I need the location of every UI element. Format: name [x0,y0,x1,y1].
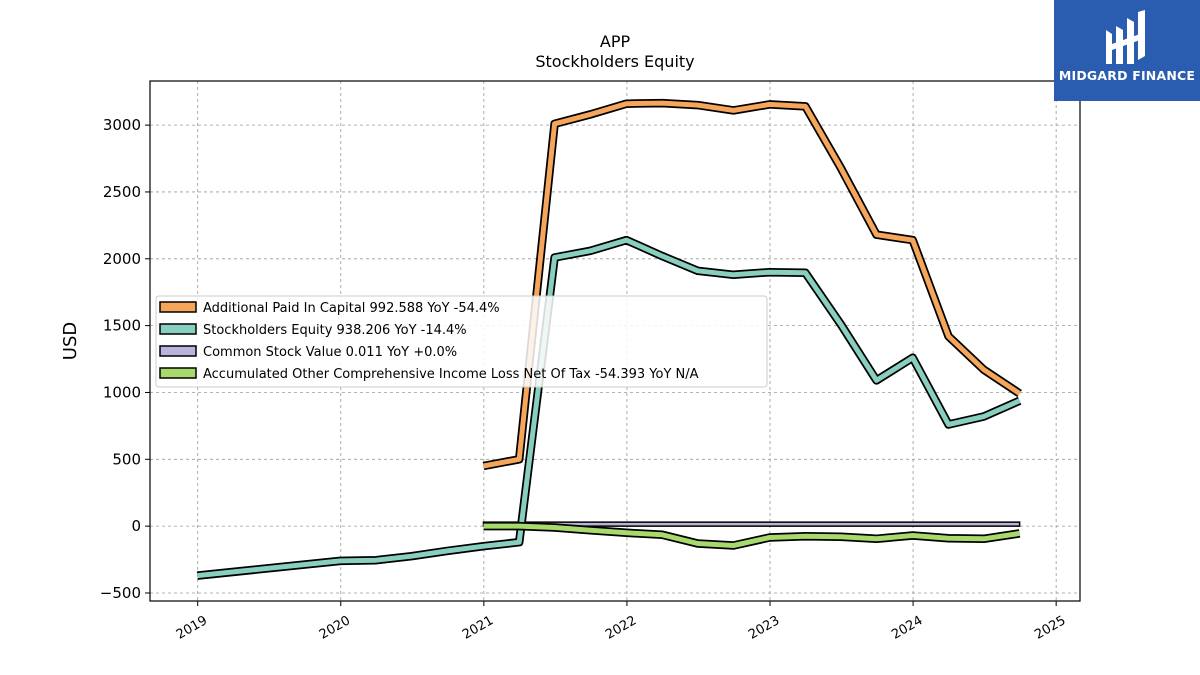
legend-box [155,295,768,388]
legend-entry: Additional Paid In Capital 992.588 YoY -… [203,301,500,316]
x-tick-label: 2023 [746,613,782,643]
plot-frame [149,80,1081,602]
series-additional-paid-in-capital-line [483,100,1021,469]
y-tick-label: 2500 [103,183,141,201]
legend-entry: Accumulated Other Comprehensive Income L… [203,367,699,382]
x-tick-label: 2019 [174,613,210,643]
y-tick-label: 3000 [103,116,141,134]
logo-text: MIDGARD FINANCE [1058,68,1196,83]
x-tick-label: 2024 [889,613,925,643]
y-tick-label: 2000 [103,250,141,268]
area-fills [482,521,1021,527]
legend-entry: Common Stock Value 0.011 YoY +0.0% [203,345,457,360]
x-tick-label: 2021 [460,613,496,643]
chart-title: APP [600,32,631,51]
y-tick-label: 500 [112,450,141,468]
x-tick-label: 2022 [603,613,639,643]
legend-swatch [159,323,197,335]
legend-swatch [159,345,197,357]
y-tick-label: 1000 [103,383,141,401]
legend: Additional Paid In Capital 992.588 YoY -… [155,295,768,388]
y-tick-label: 1500 [103,317,141,335]
series-common-stock-band [482,521,1021,527]
y-axis-label: USD [60,322,81,360]
logo-mark-icon [1106,10,1145,64]
series-accumulated-oci-line [483,523,1020,548]
legend-swatch [159,367,197,379]
x-tick-label: 2025 [1032,613,1068,643]
legend-swatch [159,301,197,313]
y-tick-label: 0 [131,517,141,535]
legend-entry: Stockholders Equity 938.206 YoY -14.4% [203,323,467,338]
x-tick-label: 2020 [317,613,353,643]
brand-logo: MIDGARD FINANCE [1054,0,1200,101]
chart-subtitle: Stockholders Equity [535,52,694,71]
series-stockholders-equity-line [197,237,1021,579]
y-tick-label: −500 [100,584,141,602]
series-lines [196,98,1022,580]
